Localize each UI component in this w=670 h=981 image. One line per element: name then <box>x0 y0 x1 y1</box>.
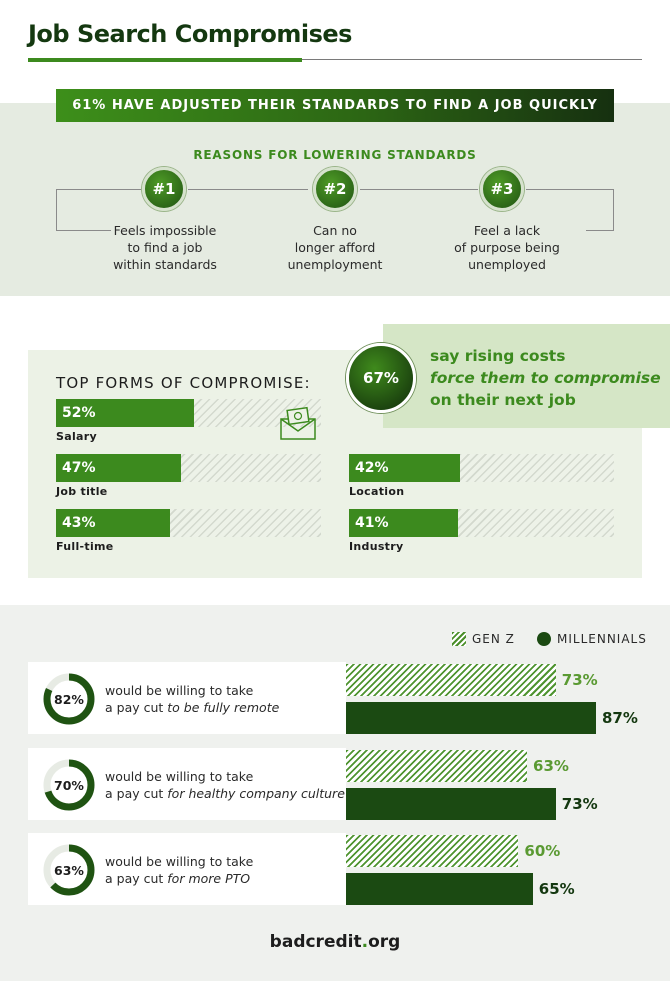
reason-badge-2: #2 <box>313 167 357 211</box>
compromise-bar-value: 47% <box>56 454 181 482</box>
overall-value: 70% <box>54 777 84 793</box>
compromise-bar-job-title: 47% <box>56 454 321 482</box>
millennials-bar <box>346 788 556 820</box>
paycut-text: would be willing to take a pay cut to be … <box>105 682 279 716</box>
title-underline <box>28 58 302 62</box>
rising-costs-value: 67% <box>346 343 416 413</box>
paycut-line-2: a pay cut for healthy company culture <box>105 786 345 801</box>
connector-line <box>586 230 614 231</box>
reason-badge-1: #1 <box>142 167 186 211</box>
millennials-value: 65% <box>538 880 575 898</box>
paycut-line-2: a pay cut for more PTO <box>105 871 251 886</box>
overall-value: 82% <box>54 691 84 707</box>
connector-line <box>56 189 142 190</box>
compromise-bar-label: Full-time <box>56 540 114 553</box>
headline-banner: 61% HAVE ADJUSTED THEIR STANDARDS TO FIN… <box>56 89 614 122</box>
compromise-bar-value: 52% <box>56 399 194 427</box>
connector-line <box>188 189 308 190</box>
paycut-line-1: would be willing to take <box>105 769 254 784</box>
paycut-line-2: a pay cut to be fully remote <box>105 700 280 715</box>
paycut-text: would be willing to take a pay cut for he… <box>105 768 345 802</box>
compromise-bar-label: Industry <box>349 540 404 553</box>
connector-line <box>56 230 111 231</box>
overall-donut <box>43 673 95 725</box>
rising-costs-text: say rising costs force them to compromis… <box>430 347 661 409</box>
millennials-bar <box>346 873 533 905</box>
genz-value: 60% <box>524 842 561 860</box>
compromise-bar-salary: 52% <box>56 399 321 427</box>
reasons-title: REASONS FOR LOWERING STANDARDS <box>193 148 477 162</box>
compromise-bar-full-time: 43% <box>56 509 321 537</box>
reason-badge-3: #3 <box>480 167 524 211</box>
title-rule <box>302 59 642 60</box>
millennials-bar <box>346 702 596 734</box>
brand-logo: badcredit.org <box>269 932 401 952</box>
genz-bar <box>346 750 528 782</box>
connector-line <box>613 189 614 231</box>
genz-bar <box>346 664 556 696</box>
compromise-bar-label: Location <box>349 485 405 498</box>
millennials-swatch <box>537 632 551 646</box>
paycut-card: 70% would be willing to take a pay cut for… <box>28 748 346 820</box>
legend-millennials: MILLENNIALS <box>537 632 647 646</box>
legend-genz: GEN Z <box>452 632 515 646</box>
compromise-bar-label: Salary <box>56 430 97 443</box>
compromise-bar-value: 41% <box>349 509 458 537</box>
compromise-bar-value: 43% <box>56 509 170 537</box>
connector-line <box>526 189 614 190</box>
paycut-line-1: would be willing to take <box>105 854 254 869</box>
compromise-chart-title: TOP FORMS OF COMPROMISE: <box>56 374 311 392</box>
overall-donut <box>43 759 95 811</box>
reason-text-1: Feels impossible to find a job within st… <box>113 223 217 272</box>
genz-bar <box>346 835 519 867</box>
compromise-bar-industry: 41% <box>349 509 614 537</box>
overall-donut <box>43 844 95 896</box>
reason-text-2: Can no longer afford unemployment <box>287 223 383 272</box>
paycut-card: 63% would be willing to take a pay cut for… <box>28 833 346 905</box>
paycut-line-1: would be willing to take <box>105 683 254 698</box>
reason-text-3: Feel a lack of purpose being unemployed <box>454 223 560 272</box>
paycut-text: would be willing to take a pay cut for mo… <box>105 853 253 887</box>
page-title: Job Search Compromises <box>28 20 352 48</box>
paycut-card: 82% would be willing to take a pay cut to … <box>28 662 346 734</box>
compromise-bar-value: 42% <box>349 454 461 482</box>
compromise-bar-location: 42% <box>349 454 614 482</box>
connector-line <box>56 189 57 231</box>
rising-costs-box <box>383 324 670 428</box>
connector-line <box>360 189 478 190</box>
compromise-bar-label: Job title <box>56 485 108 498</box>
genz-swatch <box>452 632 466 646</box>
millennials-value: 87% <box>602 709 638 727</box>
genz-value: 63% <box>533 757 569 775</box>
genz-value: 73% <box>561 671 598 689</box>
millennials-value: 73% <box>561 795 598 813</box>
overall-value: 63% <box>54 862 84 878</box>
money-envelope-icon <box>280 406 316 440</box>
